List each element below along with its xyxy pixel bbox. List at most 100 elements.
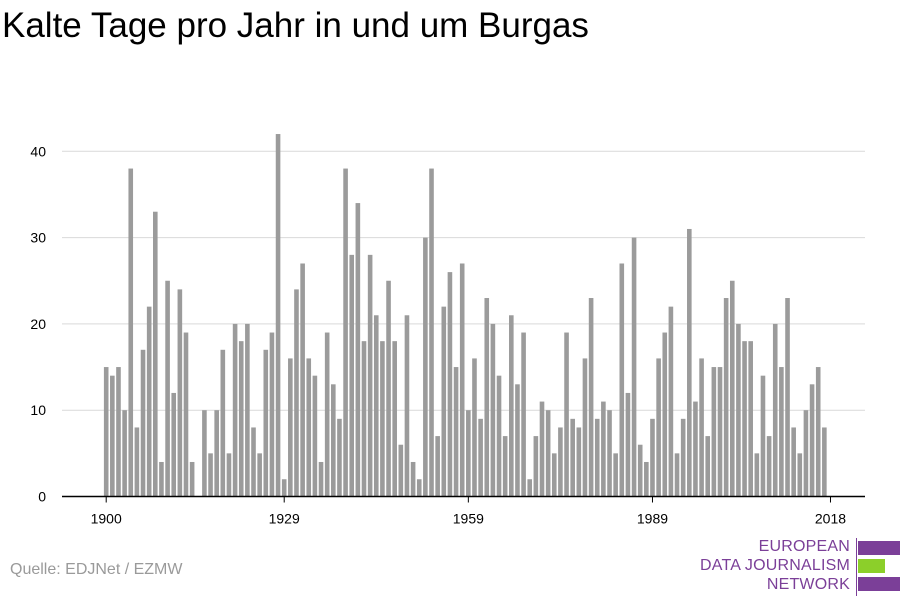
bar-1979[interactable] [588, 298, 594, 497]
bar-1943[interactable] [367, 254, 373, 497]
bar-1989[interactable] [650, 418, 655, 497]
bar-1936[interactable] [324, 332, 330, 497]
edjnet-logo[interactable]: EUROPEAN DATA JOURNALISM NETWORK [700, 538, 900, 596]
bar-1963[interactable] [490, 323, 496, 497]
bar-2017[interactable] [822, 427, 827, 497]
bar-1901[interactable] [110, 375, 115, 497]
bar-1972[interactable] [545, 410, 551, 497]
bar-1926[interactable] [263, 349, 269, 497]
bar-1919[interactable] [220, 349, 226, 497]
bar-1952[interactable] [423, 237, 428, 497]
bar-1999[interactable] [711, 367, 717, 497]
bar-1950[interactable] [410, 461, 416, 497]
bar-2014[interactable] [803, 410, 809, 497]
bar-1906[interactable] [140, 349, 146, 497]
bar-1959[interactable] [466, 410, 471, 497]
bar-1925[interactable] [257, 453, 262, 497]
bar-1969[interactable] [527, 479, 533, 497]
bar-1968[interactable] [521, 332, 526, 497]
bar-1955[interactable] [441, 306, 447, 497]
bar-1977[interactable] [576, 427, 582, 497]
bar-2010[interactable] [779, 367, 784, 497]
bar-1905[interactable] [134, 427, 140, 497]
bar-1902[interactable] [116, 367, 121, 497]
bar-1912[interactable] [177, 289, 183, 497]
bar-1982[interactable] [607, 410, 612, 497]
bar-1904[interactable] [128, 168, 134, 497]
bar-1988[interactable] [644, 461, 649, 497]
bar-1918[interactable] [214, 410, 219, 497]
bar-1929[interactable] [281, 479, 287, 497]
bar-2008[interactable] [766, 436, 772, 497]
bar-1923[interactable] [245, 323, 250, 497]
bar-1975[interactable] [564, 332, 569, 497]
bar-1908[interactable] [153, 211, 158, 497]
bar-1900[interactable] [103, 367, 109, 497]
bar-1937[interactable] [331, 384, 336, 497]
bar-1946[interactable] [386, 280, 391, 497]
bar-1964[interactable] [496, 375, 502, 497]
bar-1956[interactable] [447, 272, 453, 497]
bar-2011[interactable] [785, 298, 790, 497]
bar-1914[interactable] [189, 461, 195, 497]
bar-1962[interactable] [484, 298, 490, 497]
bar-2009[interactable] [772, 323, 778, 497]
bar-1916[interactable] [202, 410, 207, 497]
bar-1903[interactable] [122, 410, 127, 497]
bar-1917[interactable] [208, 453, 213, 497]
bar-1953[interactable] [429, 168, 434, 497]
bar-2003[interactable] [736, 323, 741, 497]
bar-2001[interactable] [723, 298, 729, 497]
bar-1942[interactable] [361, 341, 367, 497]
bar-1940[interactable] [349, 254, 355, 497]
bar-1931[interactable] [294, 289, 299, 497]
bar-1949[interactable] [404, 315, 410, 497]
bar-1960[interactable] [472, 358, 477, 497]
bar-2012[interactable] [791, 427, 796, 497]
bar-1945[interactable] [380, 341, 385, 497]
bar-1991[interactable] [662, 332, 668, 497]
bar-1967[interactable] [515, 384, 520, 497]
bar-1961[interactable] [478, 418, 483, 497]
bar-1922[interactable] [238, 341, 244, 497]
bar-1944[interactable] [373, 315, 379, 497]
bar-1983[interactable] [613, 453, 618, 497]
bar-2002[interactable] [729, 280, 735, 497]
bar-1932[interactable] [300, 263, 305, 497]
bar-1947[interactable] [392, 341, 397, 497]
bar-1909[interactable] [159, 461, 164, 497]
bar-1974[interactable] [558, 427, 563, 497]
bar-1973[interactable] [551, 453, 557, 497]
bar-1978[interactable] [582, 358, 588, 497]
bar-1928[interactable] [275, 134, 281, 497]
bar-1995[interactable] [687, 228, 692, 497]
bar-1924[interactable] [251, 427, 256, 497]
bar-1992[interactable] [668, 306, 674, 497]
bar-1976[interactable] [570, 418, 575, 497]
bar-1948[interactable] [398, 444, 404, 497]
bar-1985[interactable] [625, 392, 631, 497]
bar-1911[interactable] [171, 392, 177, 497]
bar-2004[interactable] [742, 341, 747, 497]
bar-2015[interactable] [809, 384, 815, 497]
bar-1981[interactable] [601, 401, 606, 497]
bar-1986[interactable] [631, 237, 637, 497]
bar-1910[interactable] [165, 280, 170, 497]
bar-1998[interactable] [705, 436, 711, 497]
bar-1927[interactable] [269, 332, 275, 497]
bar-2013[interactable] [797, 453, 803, 497]
bar-1930[interactable] [288, 358, 293, 497]
bar-1938[interactable] [337, 418, 342, 497]
bar-1971[interactable] [539, 401, 545, 497]
bar-1920[interactable] [226, 453, 232, 497]
bar-1980[interactable] [594, 418, 600, 497]
bar-1993[interactable] [674, 453, 680, 497]
bar-1921[interactable] [232, 323, 238, 497]
bar-1958[interactable] [459, 263, 465, 497]
bar-1907[interactable] [146, 306, 152, 497]
bar-2005[interactable] [748, 341, 753, 497]
bar-1965[interactable] [502, 436, 508, 497]
bar-1935[interactable] [318, 461, 324, 497]
bar-1957[interactable] [453, 367, 459, 497]
bar-1994[interactable] [680, 418, 686, 497]
